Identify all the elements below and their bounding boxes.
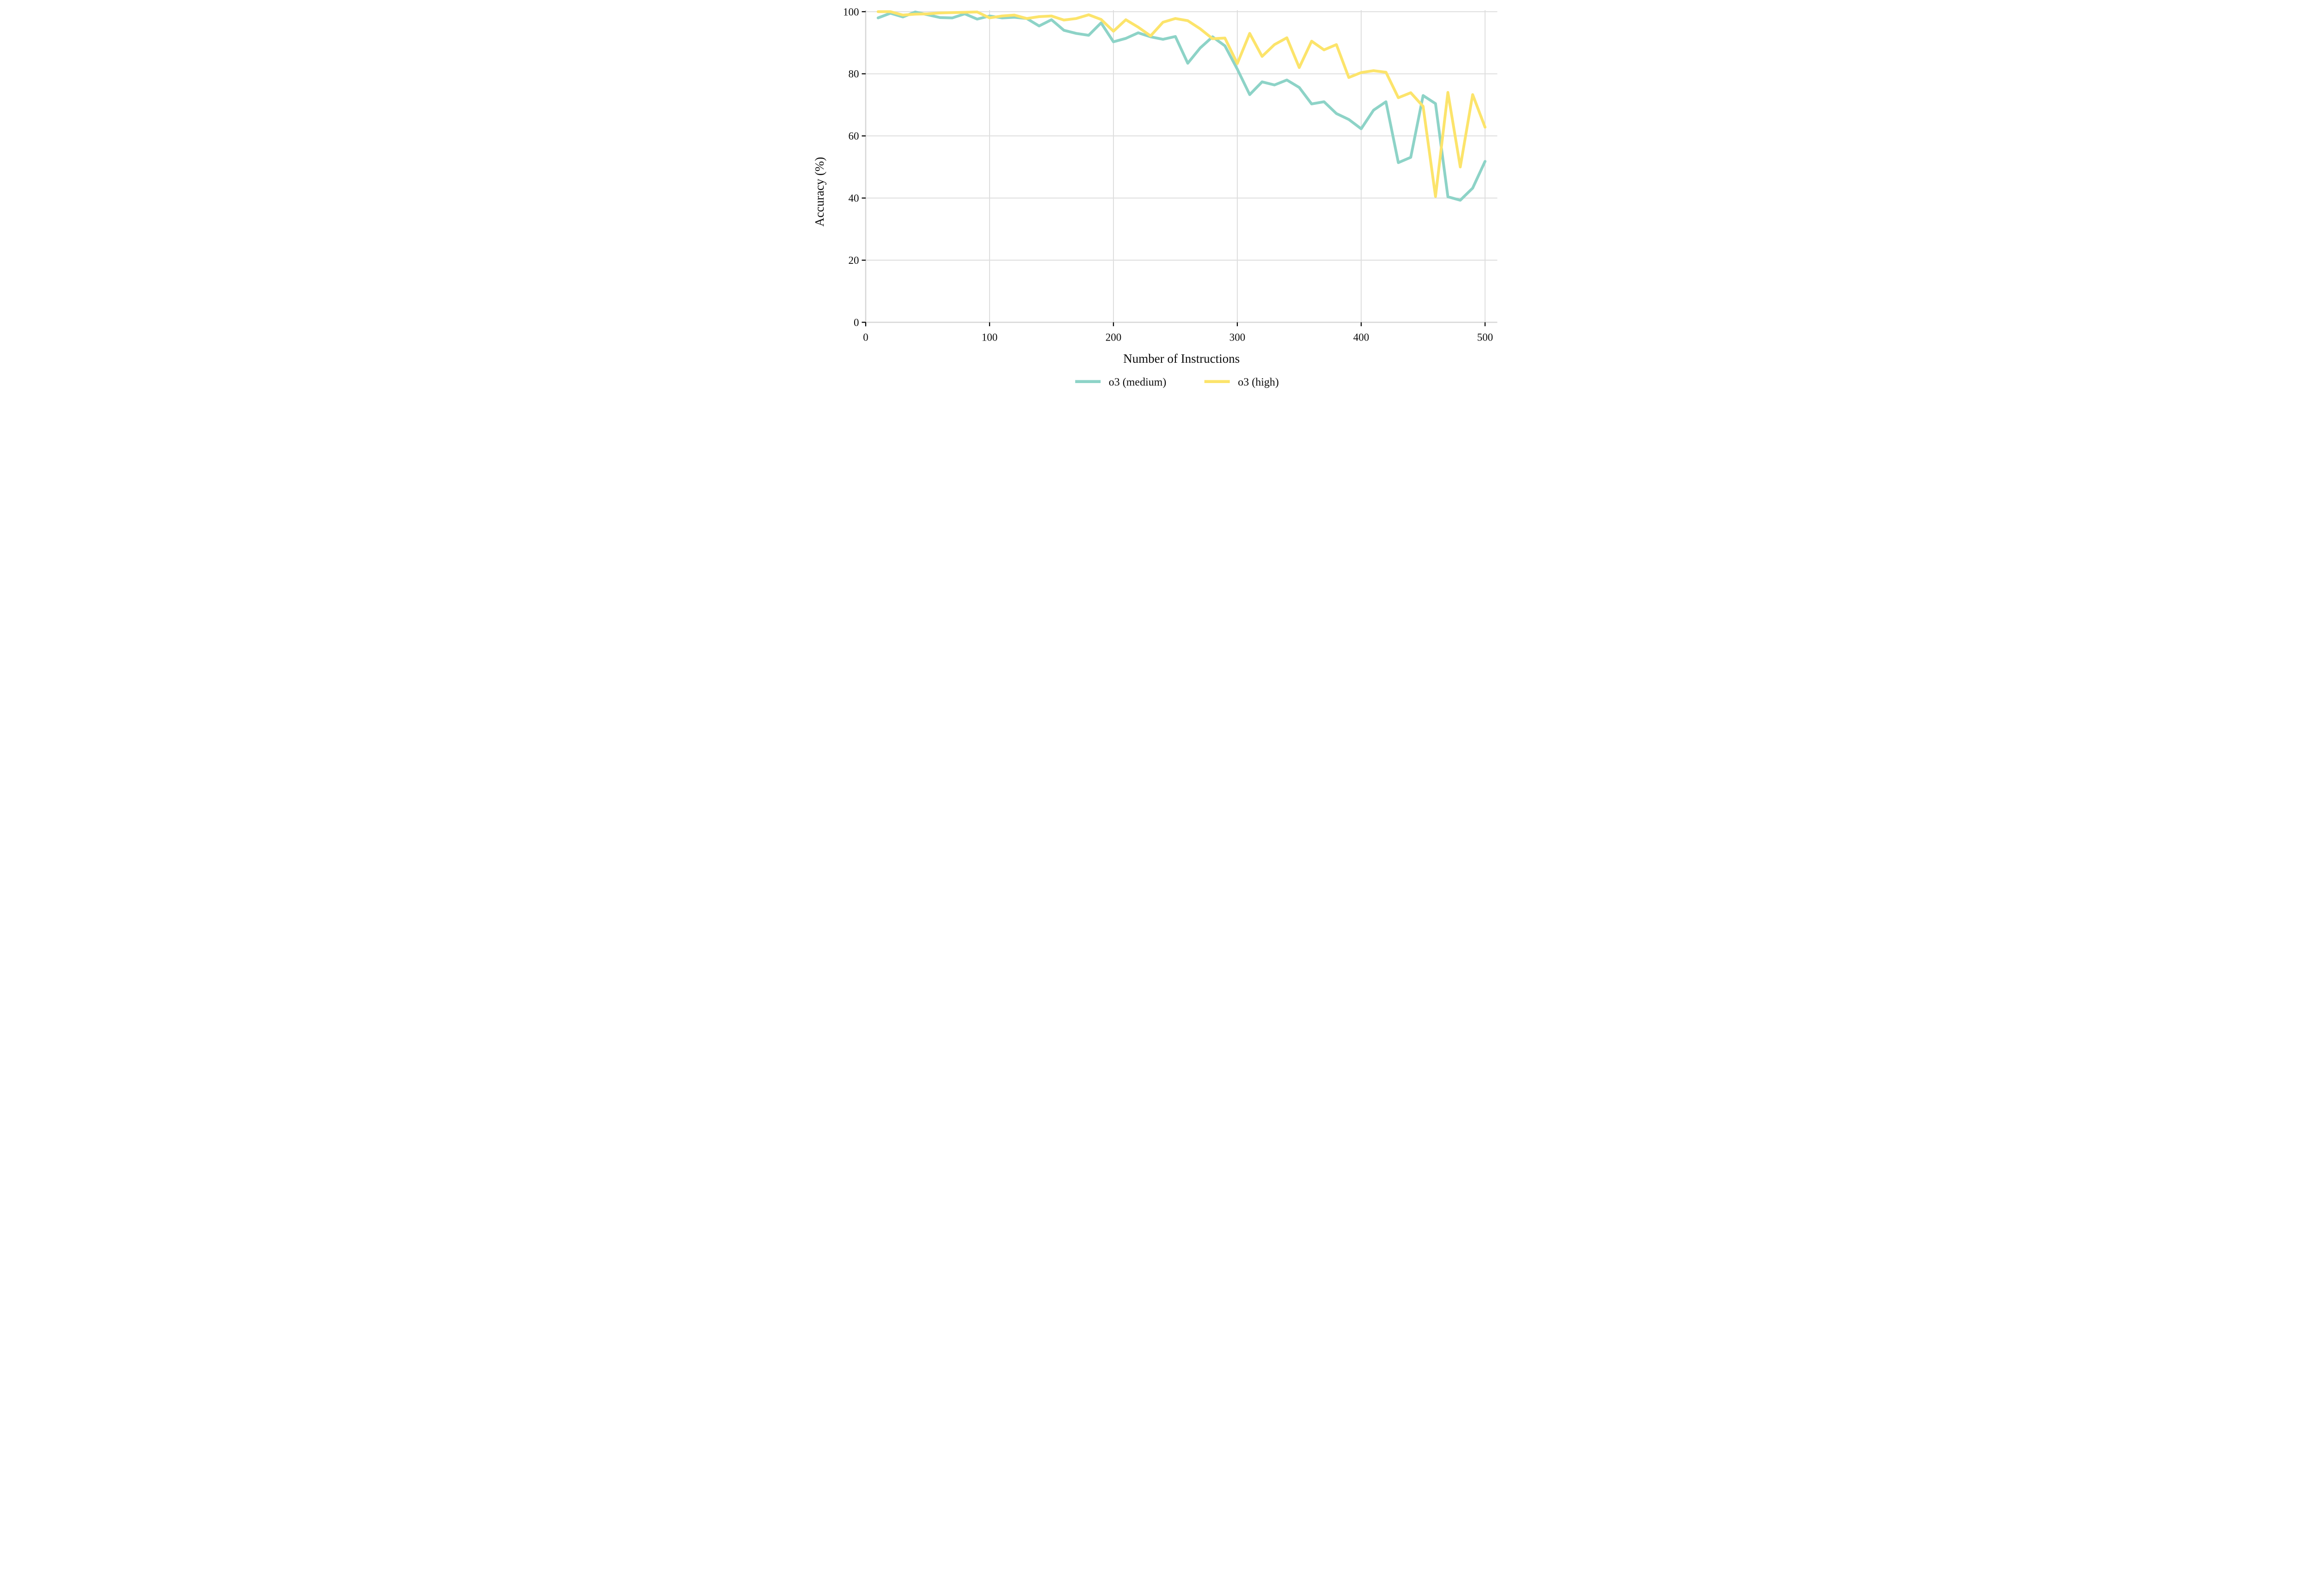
series-line-o3-medium [876,10,1486,202]
legend-label-o3-high: o3 (high) [1238,376,1279,388]
y-tick-label-40: 40 [848,193,859,204]
x-tick-label-500: 500 [1477,332,1493,343]
tick-marks [862,11,1486,326]
y-tick-label-0: 0 [854,317,859,329]
x-tick-label-400: 400 [1353,332,1369,343]
x-axis-title: Number of Instructions [1123,352,1240,365]
x-tick-label-200: 200 [1105,332,1121,343]
vertical-gridlines [989,10,1486,323]
data-series [876,10,1486,202]
series-line-o3-high [876,10,1486,198]
axes [865,10,1497,327]
line-chart-canvas: 0 20 40 60 80 100 0 100 200 300 400 500 Accuracy (%… [813,6,1497,388]
tick-labels: 0 20 40 60 80 100 0 100 200 300 400 500 [843,6,1493,343]
x-tick-label-100: 100 [981,332,997,343]
accuracy-vs-instructions-chart: 0 20 40 60 80 100 0 100 200 300 400 500 Accuracy (%… [812,0,1499,399]
y-tick-label-60: 60 [848,130,859,142]
x-tick-label-300: 300 [1229,332,1245,343]
legend-label-o3-medium: o3 (medium) [1108,376,1166,388]
y-axis-title: Accuracy (%) [813,157,826,227]
y-tick-label-80: 80 [848,68,859,80]
y-tick-label-100: 100 [843,6,859,18]
legend: o3 (medium) o3 (high) [1075,376,1279,388]
x-tick-label-0: 0 [863,332,868,343]
y-tick-label-20: 20 [848,255,859,266]
